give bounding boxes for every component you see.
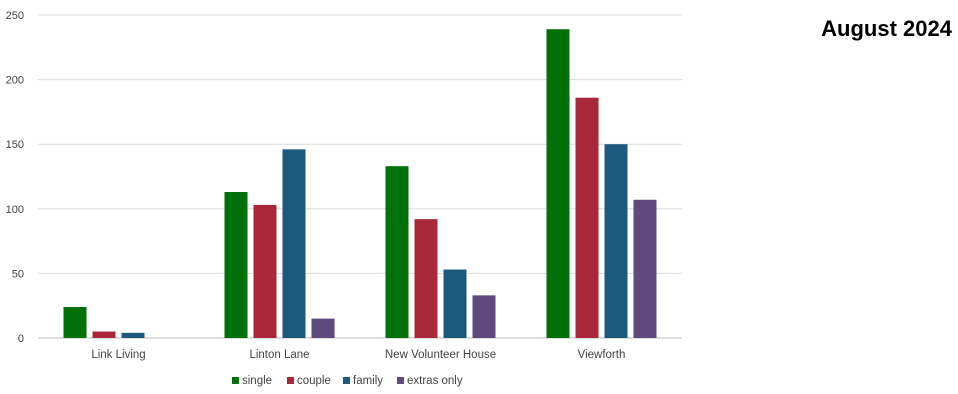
y-tick-label: 250 [6,10,24,22]
bar-family-1 [121,332,145,338]
bar-family-2 [282,149,306,338]
legend-swatch [287,377,294,384]
y-axis-ticks: 0 50 100 150 200 250 [6,10,24,345]
bar-single-4 [546,29,570,338]
category-label: Linton Lane [249,349,309,361]
bar-single-3 [385,166,409,338]
category-label: Viewforth [578,349,626,361]
legend-swatch [343,377,350,384]
category-label: Link Living [91,349,145,361]
grid-lines [38,14,682,339]
legend-label: family [353,375,383,387]
legend-swatch [397,377,404,384]
bars [63,29,657,338]
bar-extras-only-2 [311,318,335,338]
legend-label: single [242,375,272,387]
y-tick-label: 150 [6,139,24,151]
category-label: New Volunteer House [385,349,496,361]
x-axis-categories: Link Living Linton Lane New Volunteer Hous… [91,349,625,361]
bar-couple-4 [575,97,599,338]
legend-label: extras only [407,375,463,387]
bar-single-2 [224,192,248,338]
bar-couple-2 [253,204,277,338]
y-tick-label: 50 [12,268,24,280]
legend-label: couple [297,375,331,387]
y-tick-label: 100 [6,204,24,216]
y-tick-label: 0 [18,333,24,345]
bar-family-4 [604,144,628,338]
bar-extras-only-4 [633,199,657,338]
bar-couple-3 [414,219,438,338]
bar-couple-1 [92,331,116,338]
y-tick-label: 200 [6,75,24,87]
bar-extras-only-3 [472,295,496,338]
legend: single couple family extras only [232,375,463,387]
bar-family-3 [443,269,467,338]
bar-single-1 [63,306,87,338]
chart-date-heading: August 2024 [821,16,952,41]
legend-swatch [232,377,239,384]
